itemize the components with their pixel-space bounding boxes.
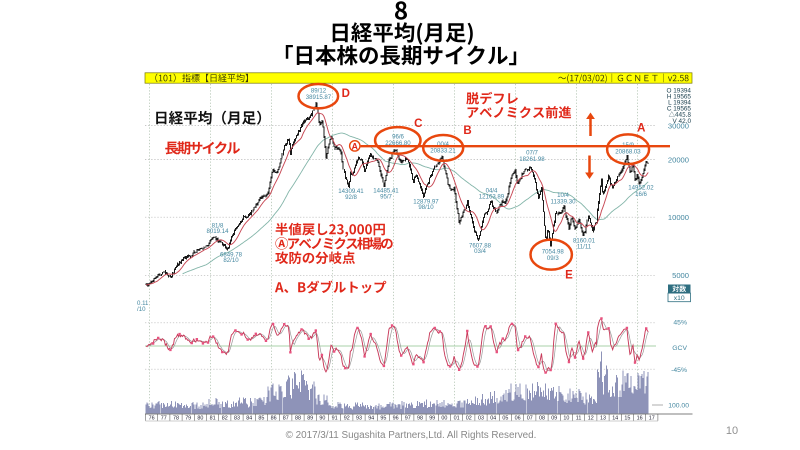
svg-text:30000: 30000 (668, 122, 689, 131)
svg-text:12879.97: 12879.97 (413, 199, 439, 206)
svg-text:8160.01: 8160.01 (573, 238, 596, 245)
svg-text:81: 81 (210, 416, 216, 422)
svg-text:20000: 20000 (668, 156, 689, 165)
svg-text:76: 76 (149, 416, 155, 422)
svg-text:15: 15 (624, 416, 630, 422)
svg-text:10: 10 (726, 425, 738, 437)
svg-text:88: 88 (295, 416, 301, 422)
svg-text:10/4: 10/4 (557, 192, 569, 199)
svg-text:100.00: 100.00 (668, 403, 689, 410)
svg-text:95: 95 (380, 416, 386, 422)
svg-text:89: 89 (307, 416, 313, 422)
svg-text:45%: 45% (673, 320, 687, 327)
svg-text:11/11: 11/11 (577, 244, 592, 251)
svg-text:O 19394: O 19394 (666, 87, 691, 94)
svg-text:04: 04 (490, 416, 496, 422)
svg-text:x10: x10 (674, 295, 685, 302)
svg-text:A: A (352, 141, 359, 151)
svg-text:94: 94 (368, 416, 374, 422)
svg-text:91: 91 (332, 416, 338, 422)
svg-text:82: 82 (222, 416, 228, 422)
svg-text:6849.78: 6849.78 (220, 252, 243, 259)
svg-text:92/8: 92/8 (345, 194, 357, 201)
svg-text:08: 08 (539, 416, 545, 422)
svg-text:00: 00 (441, 416, 447, 422)
svg-text:/10: /10 (137, 306, 146, 313)
svg-text:86: 86 (271, 416, 277, 422)
svg-text:22666.80: 22666.80 (385, 140, 411, 147)
svg-text:10000: 10000 (668, 213, 689, 222)
svg-text:82/10: 82/10 (223, 257, 239, 264)
svg-text:81/8: 81/8 (212, 223, 224, 230)
svg-text:01: 01 (454, 416, 460, 422)
svg-text:14952.02: 14952.02 (628, 185, 654, 192)
svg-text:04/4: 04/4 (486, 188, 498, 195)
svg-text:17: 17 (649, 416, 655, 422)
svg-text:98: 98 (417, 416, 423, 422)
svg-text:14485.41: 14485.41 (373, 188, 399, 195)
svg-text:80: 80 (197, 416, 203, 422)
svg-text:12: 12 (588, 416, 594, 422)
svg-text:98/10: 98/10 (418, 204, 434, 211)
svg-text:14: 14 (612, 416, 618, 422)
svg-text:B: B (463, 125, 471, 137)
svg-text:12163.89: 12163.89 (479, 194, 505, 201)
svg-text:11: 11 (576, 416, 582, 422)
svg-text:0.11: 0.11 (137, 300, 149, 307)
svg-text:8019.14: 8019.14 (206, 228, 229, 235)
svg-text:97: 97 (405, 416, 411, 422)
svg-text:38915.87: 38915.87 (306, 94, 332, 101)
svg-text:95/7: 95/7 (380, 194, 392, 201)
svg-text:07/7: 07/7 (526, 150, 538, 157)
svg-text:5000: 5000 (672, 271, 689, 280)
svg-text:16/6: 16/6 (635, 191, 647, 198)
svg-text:07: 07 (527, 416, 533, 422)
svg-text:05: 05 (502, 416, 508, 422)
svg-text:GCV: GCV (672, 345, 687, 352)
svg-text:06: 06 (515, 416, 521, 422)
svg-text:99: 99 (429, 416, 435, 422)
svg-text:-45%: -45% (671, 367, 687, 374)
svg-text:7054.98: 7054.98 (542, 249, 565, 256)
svg-text:96: 96 (393, 416, 399, 422)
svg-text:C 19565: C 19565 (667, 106, 692, 113)
svg-text:L 19394: L 19394 (668, 100, 691, 107)
svg-text:90: 90 (319, 416, 325, 422)
svg-text:© 2017/3/11 Sugashita Partners: © 2017/3/11 Sugashita Partners,Ltd. All … (286, 430, 537, 441)
svg-text:20833.21: 20833.21 (430, 148, 456, 155)
svg-text:V 42.0: V 42.0 (673, 118, 692, 125)
svg-text:09/3: 09/3 (547, 255, 559, 262)
svg-text:84: 84 (246, 416, 252, 422)
svg-text:77: 77 (161, 416, 167, 422)
svg-text:H 19565: H 19565 (667, 93, 692, 100)
svg-text:85: 85 (258, 416, 264, 422)
svg-text:92: 92 (344, 416, 350, 422)
svg-text:83: 83 (234, 416, 240, 422)
svg-text:87: 87 (283, 416, 289, 422)
svg-text:09: 09 (551, 416, 557, 422)
svg-text:79: 79 (185, 416, 191, 422)
svg-text:16: 16 (637, 416, 643, 422)
svg-text:20868.03: 20868.03 (615, 149, 641, 156)
svg-text:02: 02 (466, 416, 472, 422)
svg-text:14309.41: 14309.41 (338, 188, 364, 195)
svg-text:C: C (414, 118, 422, 130)
svg-text:13: 13 (600, 416, 606, 422)
svg-text:A: A (637, 123, 645, 135)
svg-text:11339.30: 11339.30 (551, 199, 577, 206)
svg-text:96/6: 96/6 (392, 134, 404, 141)
svg-text:18261.98: 18261.98 (519, 156, 545, 163)
svg-text:89/12: 89/12 (311, 88, 327, 95)
svg-text:03: 03 (478, 416, 484, 422)
svg-text:E: E (565, 270, 573, 282)
svg-text:D: D (342, 88, 350, 100)
svg-text:00/4: 00/4 (437, 141, 449, 148)
svg-text:93: 93 (356, 416, 362, 422)
svg-text:10: 10 (563, 416, 569, 422)
svg-text:7607.88: 7607.88 (469, 243, 492, 250)
svg-text:03/4: 03/4 (474, 248, 486, 255)
svg-text:78: 78 (173, 416, 179, 422)
